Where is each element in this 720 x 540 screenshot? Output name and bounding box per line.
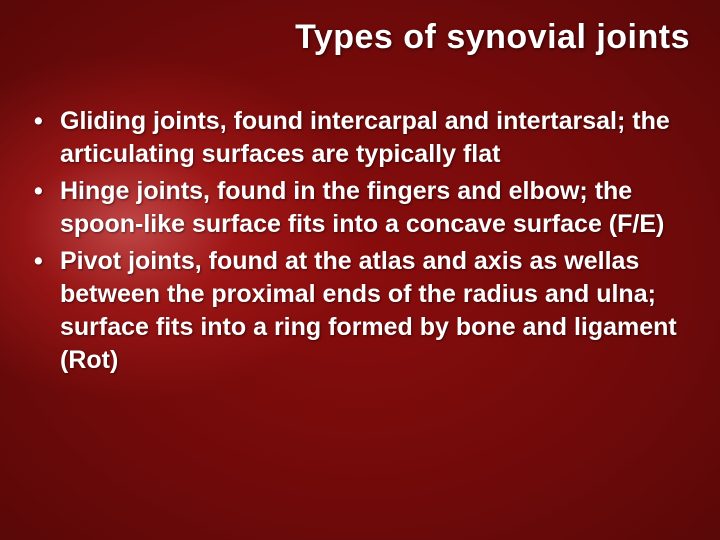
list-item: Gliding joints, found intercarpal and in…: [30, 105, 692, 171]
list-item: Hinge joints, found in the fingers and e…: [30, 175, 692, 241]
slide-body: Gliding joints, found intercarpal and in…: [30, 105, 692, 381]
bullet-list: Gliding joints, found intercarpal and in…: [30, 105, 692, 377]
list-item: Pivot joints, found at the atlas and axi…: [30, 245, 692, 377]
slide: Types of synovial joints Gliding joints,…: [0, 0, 720, 540]
slide-title: Types of synovial joints: [295, 18, 690, 57]
